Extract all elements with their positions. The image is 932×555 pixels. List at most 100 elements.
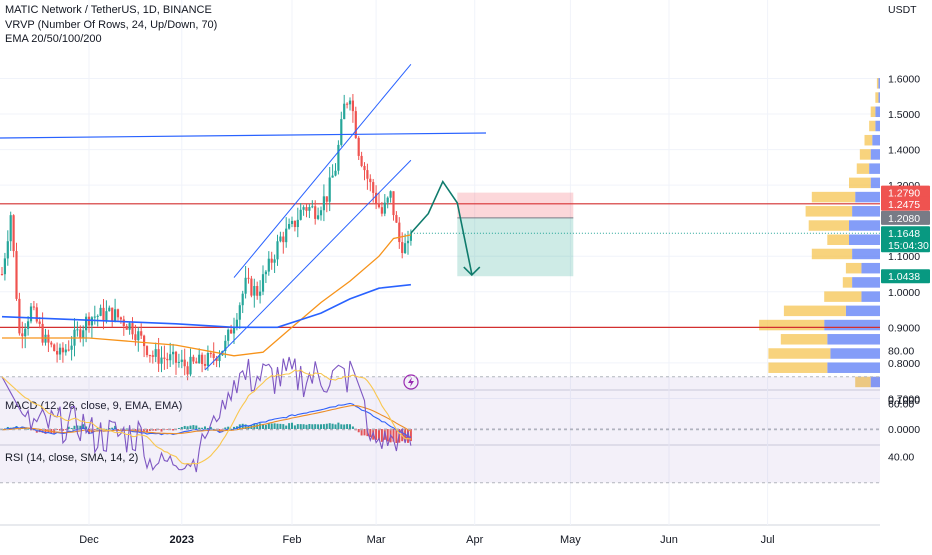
candle-body bbox=[319, 210, 323, 216]
macd-histogram-bar bbox=[76, 425, 79, 429]
macd-legend[interactable]: MACD (12, 26, close, 9, EMA, EMA) bbox=[5, 400, 182, 412]
candle-body bbox=[122, 319, 125, 327]
candle-body bbox=[256, 286, 259, 296]
candle-body bbox=[82, 330, 85, 338]
volume-profile-down bbox=[827, 362, 880, 373]
candle-body bbox=[299, 209, 302, 220]
macd-histogram-bar bbox=[395, 429, 398, 444]
price-axis[interactable]: 1.60001.50001.40001.30001.10001.00000.90… bbox=[888, 4, 920, 463]
macd-histogram-bar bbox=[302, 424, 305, 429]
candle-body bbox=[154, 349, 157, 357]
x-tick-label: Mar bbox=[367, 534, 386, 546]
candle-body bbox=[348, 100, 352, 105]
macd-histogram-bar bbox=[41, 429, 44, 433]
price-label-text: 1.1648 bbox=[888, 228, 920, 240]
ema-legend[interactable]: EMA 20/50/100/200 bbox=[5, 33, 102, 45]
time-axis[interactable]: Dec 2023 Feb Mar Apr May Jun Jul bbox=[79, 534, 774, 546]
candle-body bbox=[177, 361, 180, 363]
macd-histogram-bar bbox=[378, 429, 380, 441]
channel-upper-line[interactable] bbox=[233, 63, 412, 278]
candle-body bbox=[375, 192, 378, 204]
macd-histogram-bar bbox=[108, 428, 111, 429]
candle-body bbox=[18, 298, 21, 334]
candle-body bbox=[198, 354, 201, 364]
candle-body bbox=[317, 215, 320, 219]
candle-body bbox=[24, 328, 27, 337]
candle-body bbox=[41, 323, 44, 343]
trendlines[interactable] bbox=[0, 63, 487, 390]
y-tick-label: 1.1000 bbox=[888, 251, 920, 263]
candle-body bbox=[253, 286, 256, 296]
symbol-legend[interactable]: MATIC Network / TetherUS, 1D, BINANCE bbox=[5, 4, 212, 16]
vrvp-legend[interactable]: VRVP (Number Of Rows, 24, Up/Down, 70) bbox=[5, 19, 218, 31]
candle-body bbox=[314, 206, 317, 219]
candle-body bbox=[232, 326, 236, 334]
candle-body bbox=[102, 307, 105, 321]
volume-profile-up bbox=[849, 177, 871, 189]
macd-pane: MACD (12, 26, close, 9, EMA, EMA) bbox=[0, 400, 880, 444]
volume-profile-down bbox=[870, 149, 880, 160]
volume-profile-up bbox=[855, 376, 871, 388]
candle-body bbox=[140, 331, 143, 336]
macd-histogram-bar bbox=[180, 426, 183, 429]
candle-body bbox=[87, 316, 91, 326]
position-tool[interactable] bbox=[457, 192, 574, 277]
forecast-arrow-head[interactable] bbox=[463, 266, 481, 277]
macd-histogram-bar bbox=[404, 429, 407, 442]
forecast-arrow-path[interactable] bbox=[410, 179, 473, 275]
macd-histogram-bar bbox=[262, 424, 264, 429]
macd-histogram-bar bbox=[67, 426, 70, 429]
volume-profile-up bbox=[808, 220, 849, 231]
candle-body bbox=[389, 191, 392, 198]
macd-histogram-bar bbox=[227, 426, 230, 429]
y-tick-label: 1.0000 bbox=[888, 287, 920, 299]
macd-histogram-bar bbox=[111, 427, 114, 429]
candle-body bbox=[174, 351, 178, 363]
candle-body bbox=[9, 215, 12, 242]
candle-body bbox=[12, 215, 15, 252]
macd-histogram-bar bbox=[363, 429, 366, 436]
price-label-box bbox=[881, 185, 930, 200]
candle-body bbox=[369, 178, 372, 183]
volume-profile-up bbox=[827, 234, 849, 245]
take-profit-zone[interactable] bbox=[457, 217, 574, 277]
volume-profile-up bbox=[842, 277, 853, 288]
macd-histogram-bar bbox=[311, 424, 314, 429]
macd-histogram-bar bbox=[288, 423, 291, 429]
candle-body bbox=[215, 357, 218, 362]
macd-histogram-bar bbox=[322, 424, 325, 429]
candle-body bbox=[180, 359, 183, 362]
rsi-pane: RSI (14, close, SMA, 14, 2) bbox=[0, 356, 880, 484]
lightning-icon bbox=[408, 377, 414, 387]
macd-histogram-bar bbox=[93, 429, 96, 430]
x-tick-label: May bbox=[560, 534, 581, 546]
channel-lower-line[interactable] bbox=[204, 159, 412, 371]
resistance-trendline[interactable] bbox=[0, 132, 487, 139]
rsi-sma-line bbox=[1, 369, 411, 465]
volume-profile-up bbox=[864, 134, 873, 146]
volume-profile-down bbox=[830, 348, 880, 359]
candle-body bbox=[111, 307, 114, 321]
candle-body bbox=[346, 103, 349, 105]
candle-body bbox=[238, 305, 241, 320]
rsi-tick-label: 60.00 bbox=[888, 398, 914, 410]
rsi-legend[interactable]: RSI (14, close, SMA, 14, 2) bbox=[5, 452, 138, 464]
macd-histogram-bar bbox=[44, 429, 47, 434]
candle-body bbox=[337, 144, 340, 171]
volume-profile-up bbox=[845, 262, 862, 274]
macd-histogram-bar bbox=[56, 429, 59, 430]
price-label-box bbox=[881, 210, 930, 225]
volume-profile-down bbox=[878, 78, 880, 89]
candle-body bbox=[343, 103, 346, 120]
candle-body bbox=[259, 291, 262, 296]
macd-histogram-bar bbox=[204, 426, 206, 429]
candle-body bbox=[70, 345, 73, 350]
candle-body bbox=[267, 258, 270, 272]
volume-profile-down bbox=[870, 376, 880, 388]
volume-profile-up bbox=[869, 120, 876, 132]
stop-loss-zone[interactable] bbox=[457, 192, 574, 218]
candle-body bbox=[93, 316, 96, 318]
volume-profile-up bbox=[870, 106, 876, 118]
